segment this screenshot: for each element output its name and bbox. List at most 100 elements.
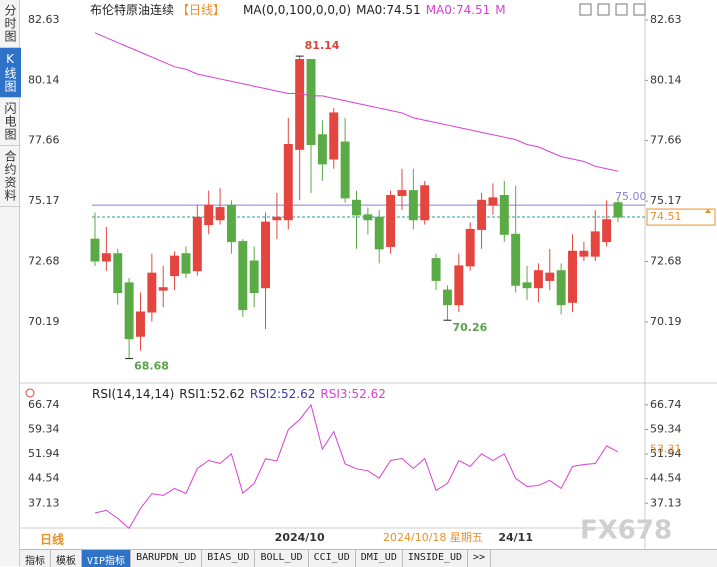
candle-body [488, 197, 498, 206]
y-tick-label: 51.94 [28, 447, 60, 460]
candle-body [477, 199, 487, 230]
candle-body [545, 272, 555, 281]
candle-body [522, 282, 532, 289]
cursor-date: 2024/10/18 星期五 [383, 531, 483, 544]
candle-body [556, 270, 566, 306]
x-tick-label: 2024/10 [275, 531, 325, 544]
candle-body [590, 231, 600, 257]
rsi-last-value: 53.31 [650, 442, 682, 455]
sidebar-tab[interactable]: 分时图 [0, 0, 21, 48]
y-tick-label-right: 77.66 [650, 134, 682, 147]
annotation: 68.68 [134, 360, 169, 373]
y-tick-label: 77.66 [28, 134, 60, 147]
watermark: FX678 [580, 516, 672, 546]
candle-body [352, 199, 361, 216]
legend-item: 【日线】 [177, 3, 225, 17]
last-price-label: 74.51 [650, 210, 682, 223]
sidebar-tab[interactable]: 合约资料 [0, 146, 21, 207]
y-tick-label: 70.19 [28, 315, 60, 328]
indicator-tab[interactable]: CCI_UD [309, 550, 356, 567]
indicator-tab[interactable]: BOLL_UD [255, 550, 309, 567]
candle-body [158, 287, 168, 291]
legend-item: M [495, 3, 505, 17]
candle-body [181, 253, 191, 274]
ref-line-label: 75.00 [615, 190, 647, 203]
candle-body [261, 221, 271, 289]
candle-body [579, 250, 589, 257]
y-tick-label: 75.17 [28, 194, 60, 207]
candle-body [613, 202, 623, 218]
indicator-tab[interactable]: 指标 [20, 550, 51, 567]
y-tick-label-right: 82.63 [650, 13, 682, 26]
indicator-tab[interactable]: VIP指标 [82, 550, 132, 567]
sidebar-tab[interactable]: 闪电图 [0, 98, 21, 146]
candle-body [420, 185, 430, 221]
candle-body [90, 238, 100, 262]
candle-body [431, 258, 441, 281]
indicator-tab[interactable]: INSIDE_UD [403, 550, 469, 567]
y-tick-label-right: 51.94 [650, 447, 682, 460]
candle-body [147, 272, 157, 313]
candle-body [329, 112, 339, 160]
y-tick-label-right: 66.74 [650, 398, 682, 411]
sidebar: 分时图 K线图 闪电图 合约资料 [0, 0, 21, 566]
y-tick-label: 59.34 [28, 422, 60, 435]
candle-body [204, 204, 214, 226]
candle-body [101, 253, 111, 262]
y-tick-label: 66.74 [28, 398, 60, 411]
candle-body [272, 216, 282, 221]
candle-body [442, 289, 452, 306]
indicator-tab[interactable]: BIAS_UD [202, 550, 256, 567]
y-tick-label: 82.63 [28, 13, 60, 26]
candle-body [124, 282, 134, 340]
legend-item: MA0:74.51 [426, 3, 491, 17]
candle-body [238, 241, 248, 311]
candle-body [317, 134, 327, 165]
legend-item: MA0:74.51 [356, 3, 421, 17]
annotation: 81.14 [305, 39, 340, 52]
sidebar-tab[interactable]: K线图 [0, 48, 21, 98]
candle-body [283, 143, 293, 221]
toolbar-icons[interactable] [579, 3, 646, 16]
x-tick-label: 24/11 [498, 531, 533, 544]
annotation: 70.26 [452, 321, 487, 334]
ma-line [94, 32, 619, 172]
legend-item: MA(0,0,100,0,0,0) [243, 3, 351, 17]
candle-body [374, 216, 384, 250]
candle-body [386, 194, 396, 247]
y-tick-label-right: 37.13 [650, 496, 682, 509]
candle-body [465, 228, 475, 267]
y-tick-label: 80.14 [28, 73, 60, 86]
legend-text: RSI(14,14,14) RSI1:52.62 RSI2:52.62 RSI3:52… [92, 387, 386, 401]
rsi-icon [25, 388, 35, 398]
legend-item: RSI(14,14,14) [92, 387, 174, 401]
legend-item: RSI2:52.62 [250, 387, 316, 401]
candle-body [192, 216, 202, 272]
candle-body [226, 204, 236, 243]
candle-body [533, 270, 543, 289]
candle-body [113, 253, 123, 294]
legend-item: RSI1:52.62 [179, 387, 245, 401]
candle-body [249, 260, 259, 294]
candle-body [511, 233, 521, 286]
indicator-tab[interactable]: >> [468, 550, 492, 567]
candle-body [499, 194, 509, 235]
indicator-tab[interactable]: DMI_UD [356, 550, 403, 567]
indicator-tabs: 指标 模板 VIP指标 BARUPDN_UD BIAS_UD BOLL_UD CCI_UD D… [20, 549, 717, 567]
indicator-tab[interactable]: BARUPDN_UD [131, 550, 203, 567]
candle-body [397, 190, 407, 196]
y-tick-label: 72.68 [28, 254, 60, 267]
candle-body [340, 141, 350, 199]
period[interactable]: 日线 [40, 532, 64, 547]
indicator-tab[interactable]: 模板 [51, 550, 82, 567]
candle-body [170, 255, 180, 277]
y-tick-label-right: 59.34 [650, 422, 682, 435]
candle-body [363, 214, 373, 221]
last-price-box [646, 208, 716, 226]
y-tick-label-right: 72.68 [650, 254, 682, 267]
y-tick-label: 44.54 [28, 472, 60, 485]
candle-body [568, 250, 578, 303]
y-tick-label-right: 80.14 [650, 73, 682, 86]
